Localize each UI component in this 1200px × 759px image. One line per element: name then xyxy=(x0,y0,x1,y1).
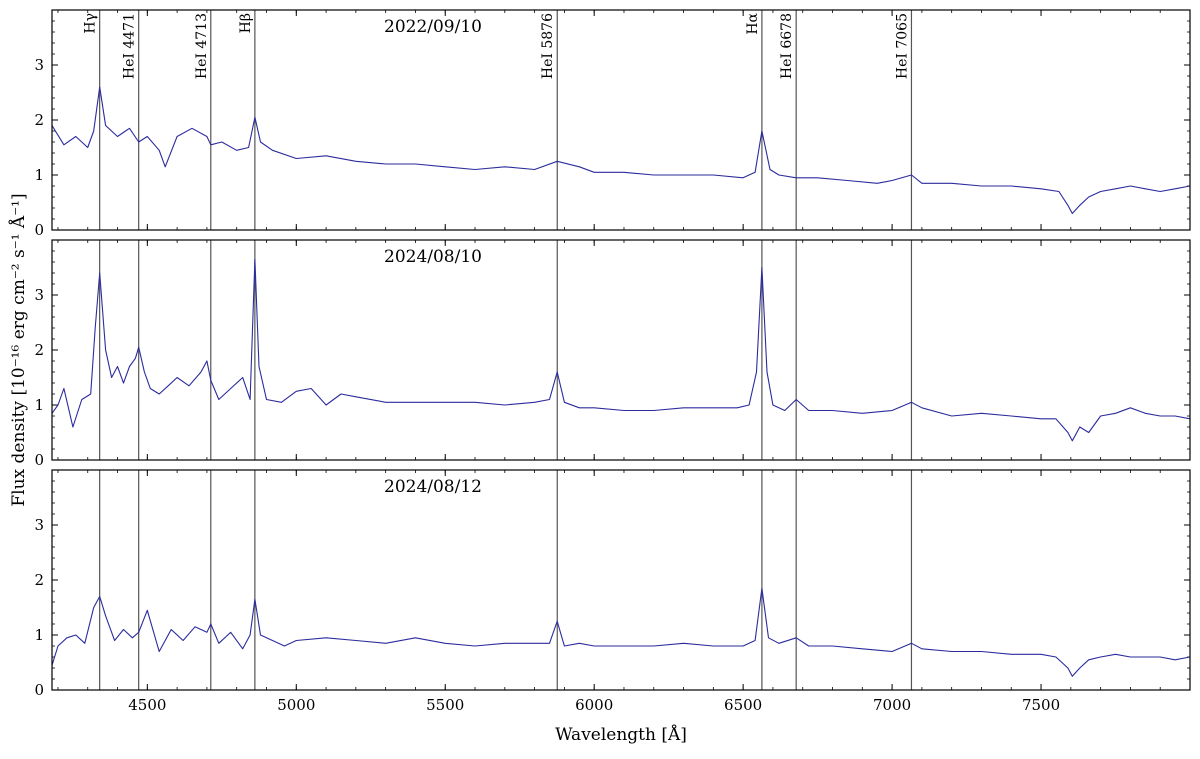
line-label-4: HeI 5876 xyxy=(540,13,556,79)
y-tick-label: 1 xyxy=(34,166,44,184)
y-tick-label: 2 xyxy=(34,571,44,589)
panel-date-label: 2022/09/10 xyxy=(384,17,482,37)
x-tick-label: 5000 xyxy=(277,696,315,714)
x-tick-label: 6000 xyxy=(575,696,613,714)
y-tick-label: 0 xyxy=(34,221,44,239)
panel-frame xyxy=(51,239,1191,461)
line-label-5: Hα xyxy=(745,12,761,34)
y-tick-label: 2 xyxy=(34,341,44,359)
y-tick-label: 3 xyxy=(34,516,44,534)
panel-date-label: 2024/08/10 xyxy=(384,247,482,267)
line-label-3: Hβ xyxy=(238,13,254,33)
panel-1: 0 1 2 3 2022/09/10 Hγ HeI 4471 HeI 4713 Hβ HeI 58… xyxy=(34,9,1191,239)
y-tick-label: 0 xyxy=(34,681,44,699)
spectrum-series-1 xyxy=(51,86,1191,215)
y-axis-label: Flux density [10⁻¹⁶ erg cm⁻² s⁻¹ Å⁻¹] xyxy=(8,193,29,506)
panel-2: 0 1 2 3 2024/08/10 xyxy=(34,239,1191,469)
x-tick-label: 6500 xyxy=(724,696,762,714)
y-tick-label: 0 xyxy=(34,451,44,469)
line-label-2: HeI 4713 xyxy=(194,13,210,79)
y-tick-label: 1 xyxy=(34,396,44,414)
y-tick-label: 3 xyxy=(34,56,44,74)
line-label-1: HeI 4471 xyxy=(122,13,138,79)
x-tick-label: 7500 xyxy=(1022,696,1060,714)
spectrum-series-2 xyxy=(51,258,1191,442)
panel-frame xyxy=(51,469,1191,691)
panel-frame xyxy=(51,9,1191,231)
x-tick-label: 5500 xyxy=(426,696,464,714)
spectrum-series-3 xyxy=(51,587,1191,677)
y-tick-label: 2 xyxy=(34,111,44,129)
x-axis-label: Wavelength [Å] xyxy=(555,724,687,745)
panel-3: 0 1 2 3 2024/08/12 4500 5000 5500 6000 6500 7000 75… xyxy=(34,469,1191,714)
y-tick-label: 3 xyxy=(34,286,44,304)
x-tick-label: 7000 xyxy=(873,696,911,714)
line-label-0: Hγ xyxy=(83,13,99,34)
panel-date-label: 2024/08/12 xyxy=(384,477,482,497)
y-tick-label: 1 xyxy=(34,626,44,644)
x-tick-label: 4500 xyxy=(128,696,166,714)
line-label-7: HeI 7065 xyxy=(895,13,911,79)
line-label-6: HeI 6678 xyxy=(779,13,795,79)
